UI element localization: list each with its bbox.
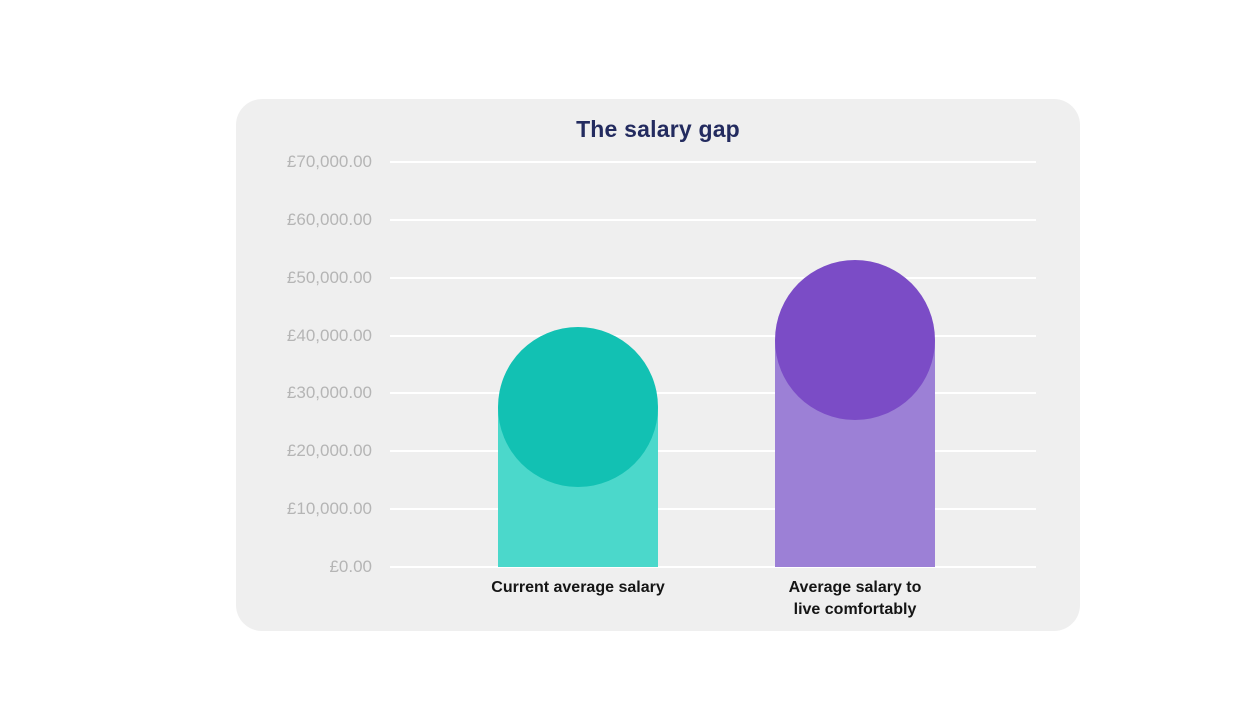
gridline xyxy=(390,450,1036,453)
gridline xyxy=(390,334,1036,337)
y-axis-tick-label: £30,000.00 xyxy=(286,383,372,403)
y-axis-tick-label: £20,000.00 xyxy=(286,441,372,461)
plot-area: £70,000.00 £60,000.00 £50,000.00 £40,000.00… xyxy=(287,152,1036,618)
gridline xyxy=(390,276,1036,279)
chart-title: The salary gap xyxy=(576,116,740,142)
gridline xyxy=(390,161,1036,163)
y-axis-tick-label: £60,000.00 xyxy=(286,209,372,229)
bar-cap-circle xyxy=(775,260,935,421)
bar-1 xyxy=(498,326,658,567)
y-axis-tick-label: £70,000.00 xyxy=(286,152,372,171)
y-axis-tick-label: £50,000.00 xyxy=(286,267,372,287)
category-label: Average salary to live comfortably xyxy=(788,579,922,618)
gridline xyxy=(390,392,1036,395)
gridline xyxy=(390,566,1036,568)
y-axis-tick-label: £0.00 xyxy=(329,557,372,576)
gridline xyxy=(390,508,1036,511)
chart-card: The salary gap £70,000.00 £60,000.00 £50,0… xyxy=(236,99,1080,631)
gridline xyxy=(390,218,1036,221)
category-label: Current average salary xyxy=(491,579,665,596)
bar-2 xyxy=(775,260,935,567)
y-axis-tick-label: £40,000.00 xyxy=(286,325,372,345)
bar-cap-circle xyxy=(498,326,658,487)
y-axis-tick-label: £10,000.00 xyxy=(286,499,372,519)
